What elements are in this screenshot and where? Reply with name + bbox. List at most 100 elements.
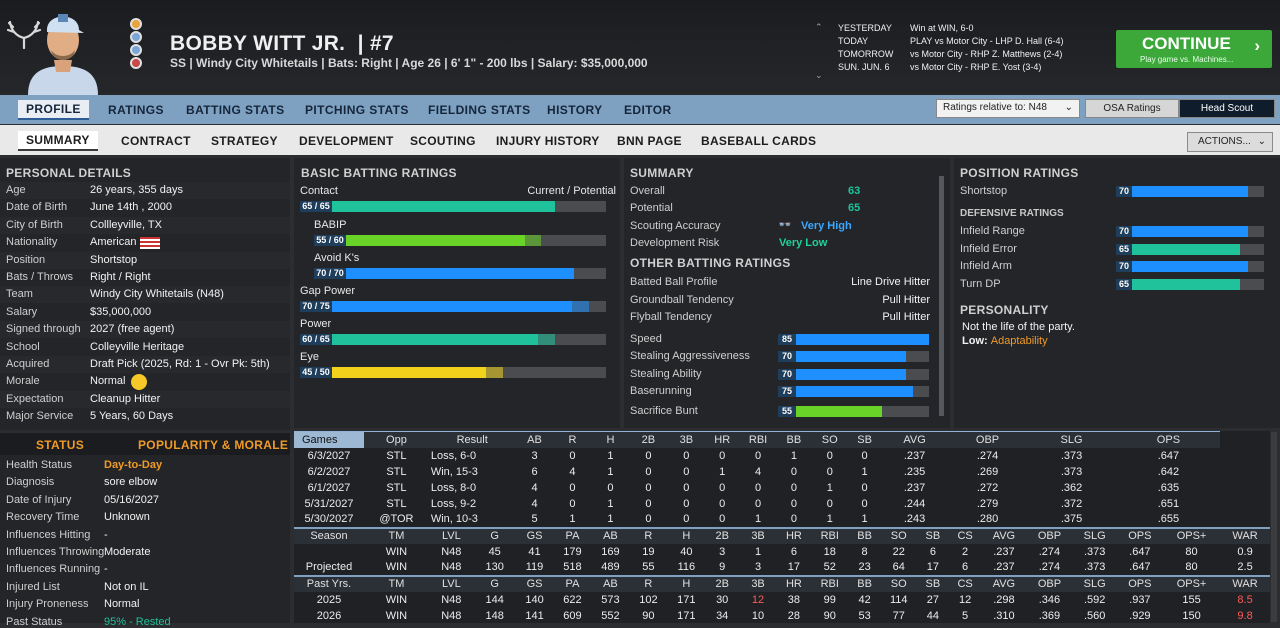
column-header[interactable]: SLG [1026, 431, 1117, 448]
column-header[interactable]: WAR [1220, 574, 1270, 592]
column-header[interactable]: SB [848, 431, 881, 448]
subtab-scouting[interactable]: SCOUTING [410, 134, 476, 148]
subtab-strategy[interactable]: STRATEGY [211, 134, 278, 148]
column-header[interactable]: Opp [364, 431, 429, 448]
column-header[interactable]: HR [777, 574, 811, 592]
subtab-baseball-cards[interactable]: BASEBALL CARDS [701, 134, 817, 148]
table-row[interactable]: 5/30/2027 @TOR Win, 10-3 5 1 1 0 0 0 1 0 1 1 .243 .280… [294, 512, 1270, 528]
tab-history[interactable]: HISTORY [547, 103, 603, 117]
osa-ratings-toggle[interactable]: OSA Ratings [1085, 99, 1179, 118]
column-header[interactable]: PA [553, 574, 592, 592]
subtab-contract[interactable]: CONTRACT [121, 134, 191, 148]
schedule-row[interactable]: YESTERDAY Win at WIN, 6-0 [838, 22, 1064, 35]
tab-pitching-stats[interactable]: PITCHING STATS [305, 103, 409, 117]
tab-batting-stats[interactable]: BATTING STATS [186, 103, 285, 117]
table-row[interactable]: Projected WIN N48 130 119 518 489 55 116 9 3 17 52 23… [294, 560, 1270, 576]
tab-fielding-stats[interactable]: FIELDING STATS [428, 103, 531, 117]
column-header[interactable]: SB [917, 526, 949, 544]
schedule-row[interactable]: TODAY PLAY vs Motor City - LHP D. Hall (6… [838, 35, 1064, 48]
column-header[interactable]: HR [705, 431, 740, 448]
tab-ratings[interactable]: RATINGS [108, 103, 164, 117]
column-header[interactable]: OPS+ [1162, 574, 1221, 592]
column-header[interactable]: 3B [667, 431, 706, 448]
column-header[interactable]: TM [364, 526, 429, 544]
column-header[interactable]: CS [948, 526, 982, 544]
column-header[interactable]: BB [848, 574, 881, 592]
column-header[interactable]: OPS [1116, 574, 1163, 592]
column-header[interactable]: CS [948, 574, 982, 592]
column-header[interactable]: OBP [1026, 526, 1073, 544]
actions-menu-button[interactable]: ACTIONS... ⌄ [1187, 132, 1273, 152]
column-header[interactable]: LVL [428, 526, 474, 544]
table-row[interactable]: WIN N48 45 41 179 169 19 40 3 1 6 18 8 22 6 2 .237 .274 .3… [294, 544, 1270, 560]
table-row[interactable]: 5/31/2027 STL Loss, 9-2 4 0 1 0 0 0 0 0 0 0 .244 .279.… [294, 496, 1270, 512]
column-header[interactable]: H [667, 574, 706, 592]
column-header[interactable]: G [473, 574, 516, 592]
column-header[interactable]: 2B [629, 431, 668, 448]
column-header[interactable]: RBI [739, 431, 778, 448]
column-header[interactable]: SLG [1072, 574, 1117, 592]
column-header[interactable]: GS [515, 526, 554, 544]
summary-scrollbar[interactable] [939, 176, 944, 416]
table-row[interactable]: 6/1/2027 STL Loss, 8-0 4 0 0 0 0 0 0 0 1 0 .237 .272 .3… [294, 480, 1270, 496]
column-header[interactable]: HR [777, 526, 811, 544]
subtab-development[interactable]: DEVELOPMENT [299, 134, 394, 148]
column-header[interactable]: OPS+ [1162, 526, 1221, 544]
column-header[interactable]: R [553, 431, 592, 448]
column-header[interactable]: 2B [705, 526, 740, 544]
column-header[interactable]: Games [294, 431, 364, 448]
column-header[interactable]: OPS [1116, 526, 1163, 544]
table-row[interactable]: 6/2/2027 STL Win, 15-3 6 4 1 0 0 1 4 0 0 1 .235 .269 .3… [294, 464, 1270, 480]
tab-editor[interactable]: EDITOR [624, 103, 672, 117]
column-header[interactable]: SO [880, 526, 918, 544]
schedule-up-icon[interactable]: ⌃ [815, 22, 823, 32]
column-header[interactable]: H [667, 526, 706, 544]
column-header[interactable]: AVG [981, 526, 1027, 544]
column-header[interactable]: Past Yrs. [294, 574, 364, 592]
table-row[interactable]: 2025 WIN N48 144 140 622 573 102 171 30 12 38 99 42 11… [294, 592, 1270, 608]
popularity-morale-tab[interactable]: POPULARITY & MORALE [138, 438, 289, 452]
column-header[interactable]: PA [553, 526, 592, 544]
column-header[interactable]: AVG [880, 431, 949, 448]
column-header[interactable]: OBP [948, 431, 1027, 448]
column-header[interactable]: OBP [1026, 574, 1073, 592]
column-header[interactable]: R [629, 526, 668, 544]
head-scout-toggle[interactable]: Head Scout [1179, 99, 1275, 118]
column-header[interactable]: 3B [739, 574, 778, 592]
column-header[interactable]: H [591, 431, 630, 448]
ratings-relative-select[interactable]: Ratings relative to: N48 ⌄ [936, 99, 1080, 118]
column-header[interactable]: SLG [1072, 526, 1117, 544]
table-row[interactable]: 6/3/2027 STL Loss, 6-0 3 0 1 0 0 0 0 1 0 0 .237 .274 .3… [294, 448, 1270, 464]
schedule-row[interactable]: SUN. JUN. 6 vs Motor City - RHP E. Yost (… [838, 61, 1064, 74]
subtab-summary[interactable]: SUMMARY [18, 131, 98, 151]
column-header[interactable]: AVG [981, 574, 1027, 592]
column-header[interactable]: TM [364, 574, 429, 592]
column-header[interactable]: RBI [810, 526, 849, 544]
column-header[interactable]: GS [515, 574, 554, 592]
subtab-injury-history[interactable]: INJURY HISTORY [496, 134, 600, 148]
tab-profile[interactable]: PROFILE [18, 100, 89, 120]
column-header[interactable]: BB [848, 526, 881, 544]
column-header[interactable]: SO [810, 431, 849, 448]
status-tab[interactable]: STATUS [36, 438, 85, 452]
column-header[interactable]: AB [591, 526, 630, 544]
column-header[interactable]: Result [428, 431, 516, 448]
column-header[interactable]: WAR [1220, 526, 1270, 544]
continue-button[interactable]: CONTINUE › Play game vs. Machines... [1116, 30, 1272, 68]
table-row[interactable]: 2026 WIN N48 148 141 609 552 90 171 34 10 28 90 53 77 4… [294, 608, 1270, 624]
column-header[interactable]: BB [777, 431, 811, 448]
column-header[interactable]: AB [591, 574, 630, 592]
column-header[interactable]: R [629, 574, 668, 592]
column-header[interactable]: SB [917, 574, 949, 592]
schedule-down-icon[interactable]: ⌄ [815, 70, 823, 80]
column-header[interactable]: Season [294, 526, 364, 544]
column-header[interactable]: SO [880, 574, 918, 592]
stats-scrollbar[interactable] [1271, 432, 1277, 622]
column-header[interactable]: 2B [705, 574, 740, 592]
schedule-row[interactable]: TOMORROW vs Motor City - RHP Z. Matthews … [838, 48, 1064, 61]
column-header[interactable]: G [473, 526, 516, 544]
column-header[interactable]: AB [515, 431, 554, 448]
column-header[interactable]: OPS [1116, 431, 1221, 448]
column-header[interactable]: 3B [739, 526, 778, 544]
column-header[interactable]: RBI [810, 574, 849, 592]
